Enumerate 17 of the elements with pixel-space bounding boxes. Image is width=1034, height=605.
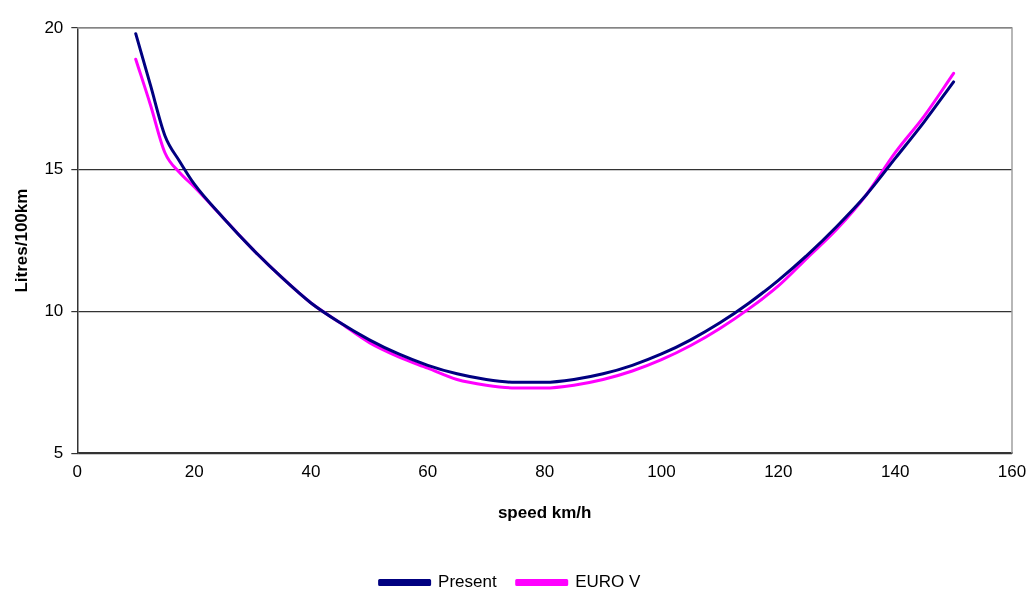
y-tick-label: 10 xyxy=(44,301,64,321)
x-axis-title: speed km/h xyxy=(497,503,592,523)
x-tick-label: 0 xyxy=(72,462,83,482)
y-tick-label: 5 xyxy=(53,442,64,462)
y-tick-label: 20 xyxy=(44,17,64,37)
x-tick-label: 40 xyxy=(301,462,321,482)
x-tick-label: 160 xyxy=(997,462,1027,482)
x-tick-label: 100 xyxy=(647,462,676,482)
y-tick-label: 15 xyxy=(44,159,64,179)
legend-label: EURO V xyxy=(575,572,642,592)
y-axis-title: Litres/100km xyxy=(11,188,31,293)
x-tick-label: 140 xyxy=(880,462,910,482)
x-tick-label: 80 xyxy=(535,462,555,482)
x-tick-label: 20 xyxy=(184,462,204,482)
legend-label: Present xyxy=(438,572,497,592)
x-tick-label: 60 xyxy=(418,462,438,482)
x-tick-label: 120 xyxy=(764,462,793,482)
